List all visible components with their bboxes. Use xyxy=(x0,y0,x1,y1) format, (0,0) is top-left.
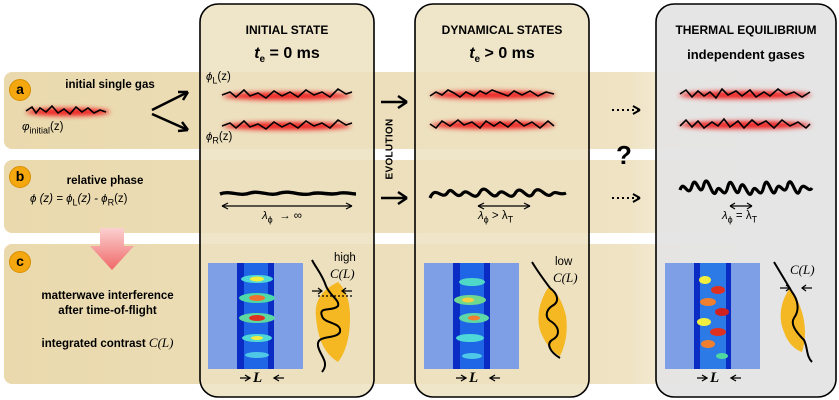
initial-gas-wave xyxy=(25,104,107,116)
interference-image-thermal xyxy=(665,263,760,369)
initial-time-label: te = 0 ms xyxy=(254,45,320,66)
row-b-title: relative phase xyxy=(66,175,144,187)
phase-wave-thermal xyxy=(678,179,814,196)
contrast-profile-dynamical xyxy=(531,261,567,359)
low-contrast-word: low xyxy=(555,256,573,268)
row-c-title-2: after time-of-flight xyxy=(58,305,157,317)
down-arrow xyxy=(90,228,134,270)
row-a-title: initial single gas xyxy=(65,79,155,91)
phase-wave-initial xyxy=(219,190,357,197)
L-label-dynamical: L xyxy=(469,370,479,386)
contrast-profile-initial xyxy=(311,259,352,373)
lambda-thermal-label: λϕ = λT xyxy=(722,210,758,225)
thermal-contrast-symbol: C(L) xyxy=(790,262,815,277)
interference-image-dynamical xyxy=(424,263,519,369)
row-c-badge: c xyxy=(9,251,31,273)
evolution-label: EVOLUTION xyxy=(384,118,396,180)
relative-phase-formula: ϕ (z) = ϕL(z) - ϕR(z) xyxy=(30,193,128,208)
thermal-equilibrium-header: THERMAL EQUILIBRIUM xyxy=(675,23,817,37)
phi-L-label: ϕL(z) xyxy=(206,71,231,86)
L-label-thermal: L xyxy=(710,370,720,386)
thermal-subheader: independent gases xyxy=(687,47,805,62)
high-contrast-symbol: C(L) xyxy=(330,266,355,281)
lambda-dynamical-label: λϕ > λT xyxy=(478,210,514,225)
interference-image-initial xyxy=(208,263,303,369)
dynamical-time-label: te > 0 ms xyxy=(469,45,535,66)
low-contrast-symbol: C(L) xyxy=(553,270,578,285)
row-c-contrast-label: integrated contrast C(L) xyxy=(41,335,174,350)
phase-wave-dynamical xyxy=(428,187,567,199)
row-a-badge: a xyxy=(9,79,31,101)
high-contrast-word: high xyxy=(334,252,356,264)
lambda-initial-label: λϕ → ∞ xyxy=(262,210,303,225)
row-c-title-1: matterwave interference xyxy=(41,290,174,302)
phi-R-label: ϕR(z) xyxy=(206,131,233,146)
row-b-badge: b xyxy=(9,166,31,188)
dynamical-states-header: DYNAMICAL STATES xyxy=(441,23,563,37)
contrast-profile-thermal xyxy=(773,261,813,363)
question-mark: ? xyxy=(616,140,632,170)
L-label-initial: L xyxy=(253,370,263,386)
initial-state-header: INITIAL STATE xyxy=(245,23,329,37)
phi-initial-label: φinitial(z) xyxy=(22,121,64,136)
